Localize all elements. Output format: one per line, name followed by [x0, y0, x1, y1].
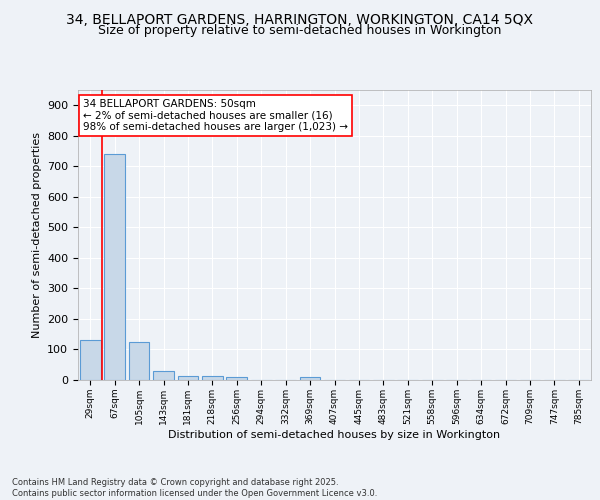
- Bar: [153, 372, 174, 380]
- Text: Contains HM Land Registry data © Crown copyright and database right 2025.
Contai: Contains HM Land Registry data © Crown c…: [12, 478, 377, 498]
- Bar: [80, 340, 101, 380]
- Bar: [104, 154, 125, 380]
- Bar: [299, 377, 320, 380]
- Text: 34, BELLAPORT GARDENS, HARRINGTON, WORKINGTON, CA14 5QX: 34, BELLAPORT GARDENS, HARRINGTON, WORKI…: [67, 12, 533, 26]
- Bar: [226, 377, 247, 380]
- X-axis label: Distribution of semi-detached houses by size in Workington: Distribution of semi-detached houses by …: [169, 430, 500, 440]
- Bar: [178, 376, 199, 380]
- Text: Size of property relative to semi-detached houses in Workington: Size of property relative to semi-detach…: [98, 24, 502, 37]
- Bar: [128, 342, 149, 380]
- Text: 34 BELLAPORT GARDENS: 50sqm
← 2% of semi-detached houses are smaller (16)
98% of: 34 BELLAPORT GARDENS: 50sqm ← 2% of semi…: [83, 98, 348, 132]
- Y-axis label: Number of semi-detached properties: Number of semi-detached properties: [32, 132, 41, 338]
- Bar: [202, 376, 223, 380]
